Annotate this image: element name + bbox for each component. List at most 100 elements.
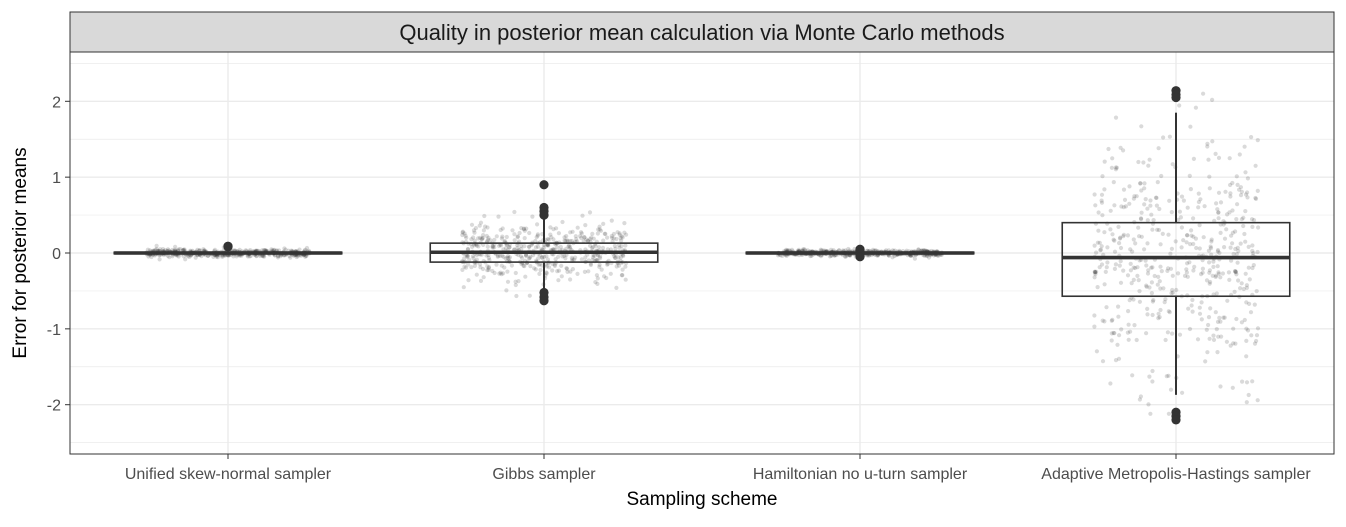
- jitter-point: [219, 254, 224, 259]
- jitter-point: [527, 244, 532, 249]
- jitter-point: [531, 253, 536, 258]
- jitter-point: [262, 248, 267, 253]
- jitter-point: [1233, 341, 1238, 346]
- jitter-point: [146, 254, 151, 259]
- jitter-point: [548, 232, 553, 237]
- jitter-point: [154, 243, 159, 248]
- jitter-point: [503, 256, 508, 261]
- jitter-point: [1156, 146, 1161, 151]
- jitter-point: [1214, 291, 1219, 296]
- jitter-point: [1248, 310, 1254, 315]
- jitter-point: [165, 247, 171, 252]
- jitter-point: [1126, 337, 1131, 342]
- jitter-point: [1095, 240, 1100, 245]
- jitter-point: [1166, 232, 1171, 237]
- jitter-point: [471, 228, 477, 233]
- jitter-point: [1094, 349, 1099, 354]
- jitter-point: [1168, 387, 1174, 392]
- jitter-point: [563, 256, 568, 261]
- jitter-point: [505, 255, 510, 260]
- jitter-point: [1168, 266, 1174, 271]
- jitter-point: [1230, 208, 1235, 213]
- jitter-point: [1131, 196, 1136, 201]
- jitter-point: [234, 254, 239, 259]
- jitter-point: [478, 235, 483, 240]
- jitter-point: [504, 234, 509, 240]
- jitter-point: [145, 247, 150, 252]
- jitter-point: [1221, 315, 1226, 320]
- jitter-point: [842, 254, 848, 259]
- jitter-point: [467, 257, 472, 262]
- jitter-point: [1184, 240, 1189, 245]
- outlier-point: [1171, 92, 1181, 103]
- jitter-point: [555, 269, 560, 274]
- jitter-point: [535, 244, 541, 249]
- jitter-point: [619, 238, 624, 243]
- jitter-point: [611, 236, 616, 241]
- jitter-point: [469, 265, 474, 270]
- jitter-point: [494, 234, 499, 239]
- jitter-point: [1158, 242, 1163, 247]
- jitter-point: [530, 214, 535, 219]
- jitter-point: [575, 225, 580, 230]
- jitter-point: [870, 247, 876, 252]
- jitter-point: [1102, 230, 1107, 235]
- jitter-point: [1227, 277, 1232, 282]
- jitter-point: [488, 238, 493, 243]
- jitter-point: [485, 268, 490, 273]
- outlier-point: [223, 242, 233, 252]
- jitter-point: [165, 253, 170, 258]
- jitter-point: [484, 253, 489, 258]
- jitter-point: [502, 238, 507, 244]
- jitter-point: [1149, 280, 1154, 285]
- jitter-point: [827, 254, 833, 259]
- jitter-point: [519, 246, 524, 252]
- jitter-point: [490, 244, 495, 249]
- jitter-point: [1159, 173, 1164, 179]
- jitter-point: [1102, 159, 1107, 164]
- jitter-point: [507, 255, 512, 260]
- jitter-point: [828, 253, 834, 258]
- jitter-point: [497, 253, 502, 258]
- jitter-point: [602, 231, 607, 236]
- jitter-point: [616, 263, 622, 268]
- jitter-point: [1211, 337, 1217, 342]
- jitter-point: [477, 223, 482, 228]
- jitter-point: [537, 271, 542, 276]
- jitter-point: [1242, 231, 1247, 237]
- jitter-point: [1239, 320, 1244, 325]
- jitter-point: [605, 235, 610, 240]
- jitter-point: [617, 245, 622, 250]
- jitter-point: [596, 245, 602, 250]
- jitter-point: [1132, 194, 1137, 199]
- jitter-point: [1136, 225, 1141, 230]
- jitter-point: [288, 255, 293, 260]
- jitter-point: [1205, 141, 1210, 146]
- jitter-point: [158, 247, 163, 252]
- jitter-point: [278, 254, 283, 259]
- jitter-point: [1096, 228, 1101, 233]
- jitter-point: [533, 245, 539, 250]
- jitter-point: [1233, 269, 1238, 274]
- jitter-point: [1245, 195, 1250, 200]
- jitter-point: [512, 247, 517, 252]
- jitter-point: [1243, 192, 1249, 197]
- jitter-point: [555, 245, 560, 250]
- jitter-point: [1121, 268, 1126, 273]
- jitter-point: [1217, 250, 1222, 255]
- jitter-point: [563, 238, 568, 243]
- jitter-point: [1112, 249, 1118, 254]
- jitter-point: [926, 255, 932, 260]
- jitter-point: [1115, 342, 1120, 347]
- jitter-point: [502, 265, 507, 270]
- jitter-point: [1158, 264, 1163, 269]
- jitter-point: [1148, 411, 1153, 416]
- jitter-point: [1189, 233, 1194, 238]
- jitter-point: [1207, 268, 1212, 273]
- jitter-point: [573, 255, 578, 260]
- jitter-point: [1204, 278, 1210, 283]
- jitter-point: [1222, 315, 1227, 320]
- jitter-point: [1100, 174, 1105, 179]
- jitter-point: [618, 236, 623, 241]
